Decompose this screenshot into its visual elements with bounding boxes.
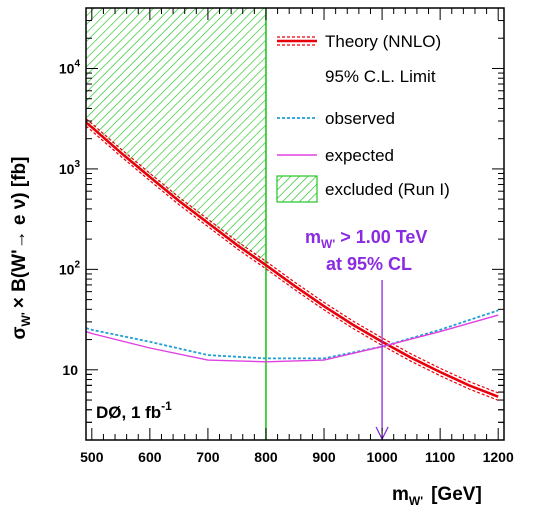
x-tick-label: 1200 [483,449,514,465]
theory-upper-band-line [86,118,499,394]
legend-heading-limit: 95% C.L. Limit [325,67,436,86]
y-tick-label: 102 [59,259,81,277]
legend-entry-expected: expected [277,146,394,165]
legend-label-observed: observed [325,109,395,128]
x-tick-label: 1100 [425,449,456,465]
observed-limit-line [86,309,499,360]
legend-label-excluded: excluded (Run I) [325,180,450,199]
x-tick-label: 700 [196,449,220,465]
limit-annotation-line1: mW' > 1.00 TeV [305,227,427,251]
x-tick-label: 600 [138,449,162,465]
x-tick-label: 800 [254,449,278,465]
theory-line [86,121,499,398]
x-tick-label: 500 [80,449,104,465]
limit-annotation-line2: at 95% CL [326,254,412,274]
legend-entry-excluded: excluded (Run I) [276,175,450,203]
plot-frame [85,7,505,441]
experiment-label: DØ, 1 fb-1 [96,399,172,422]
legend-label-theory: Theory (NNLO) [325,32,441,51]
legend-entry-theory: Theory (NNLO) [277,32,441,51]
y-tick-label: 10 [62,362,78,378]
theory-lower-band-line [86,125,499,401]
expected-limit-line [86,314,499,363]
excluded-region-area [86,8,266,266]
x-tick-label: 900 [312,449,336,465]
y-tick-label: 103 [59,159,81,177]
x-axis-title: mW' [GeV] [392,484,482,508]
y-tick-label: 104 [59,58,81,76]
y-axis-title: σW'× B(W'→ e ν) [fb] [9,157,33,340]
legend: Theory (NNLO) 95% C.L. Limit observed ex… [276,32,450,203]
legend-entry-observed: observed [277,109,395,128]
legend-label-expected: expected [325,146,394,165]
x-tick-label: 1000 [367,449,398,465]
